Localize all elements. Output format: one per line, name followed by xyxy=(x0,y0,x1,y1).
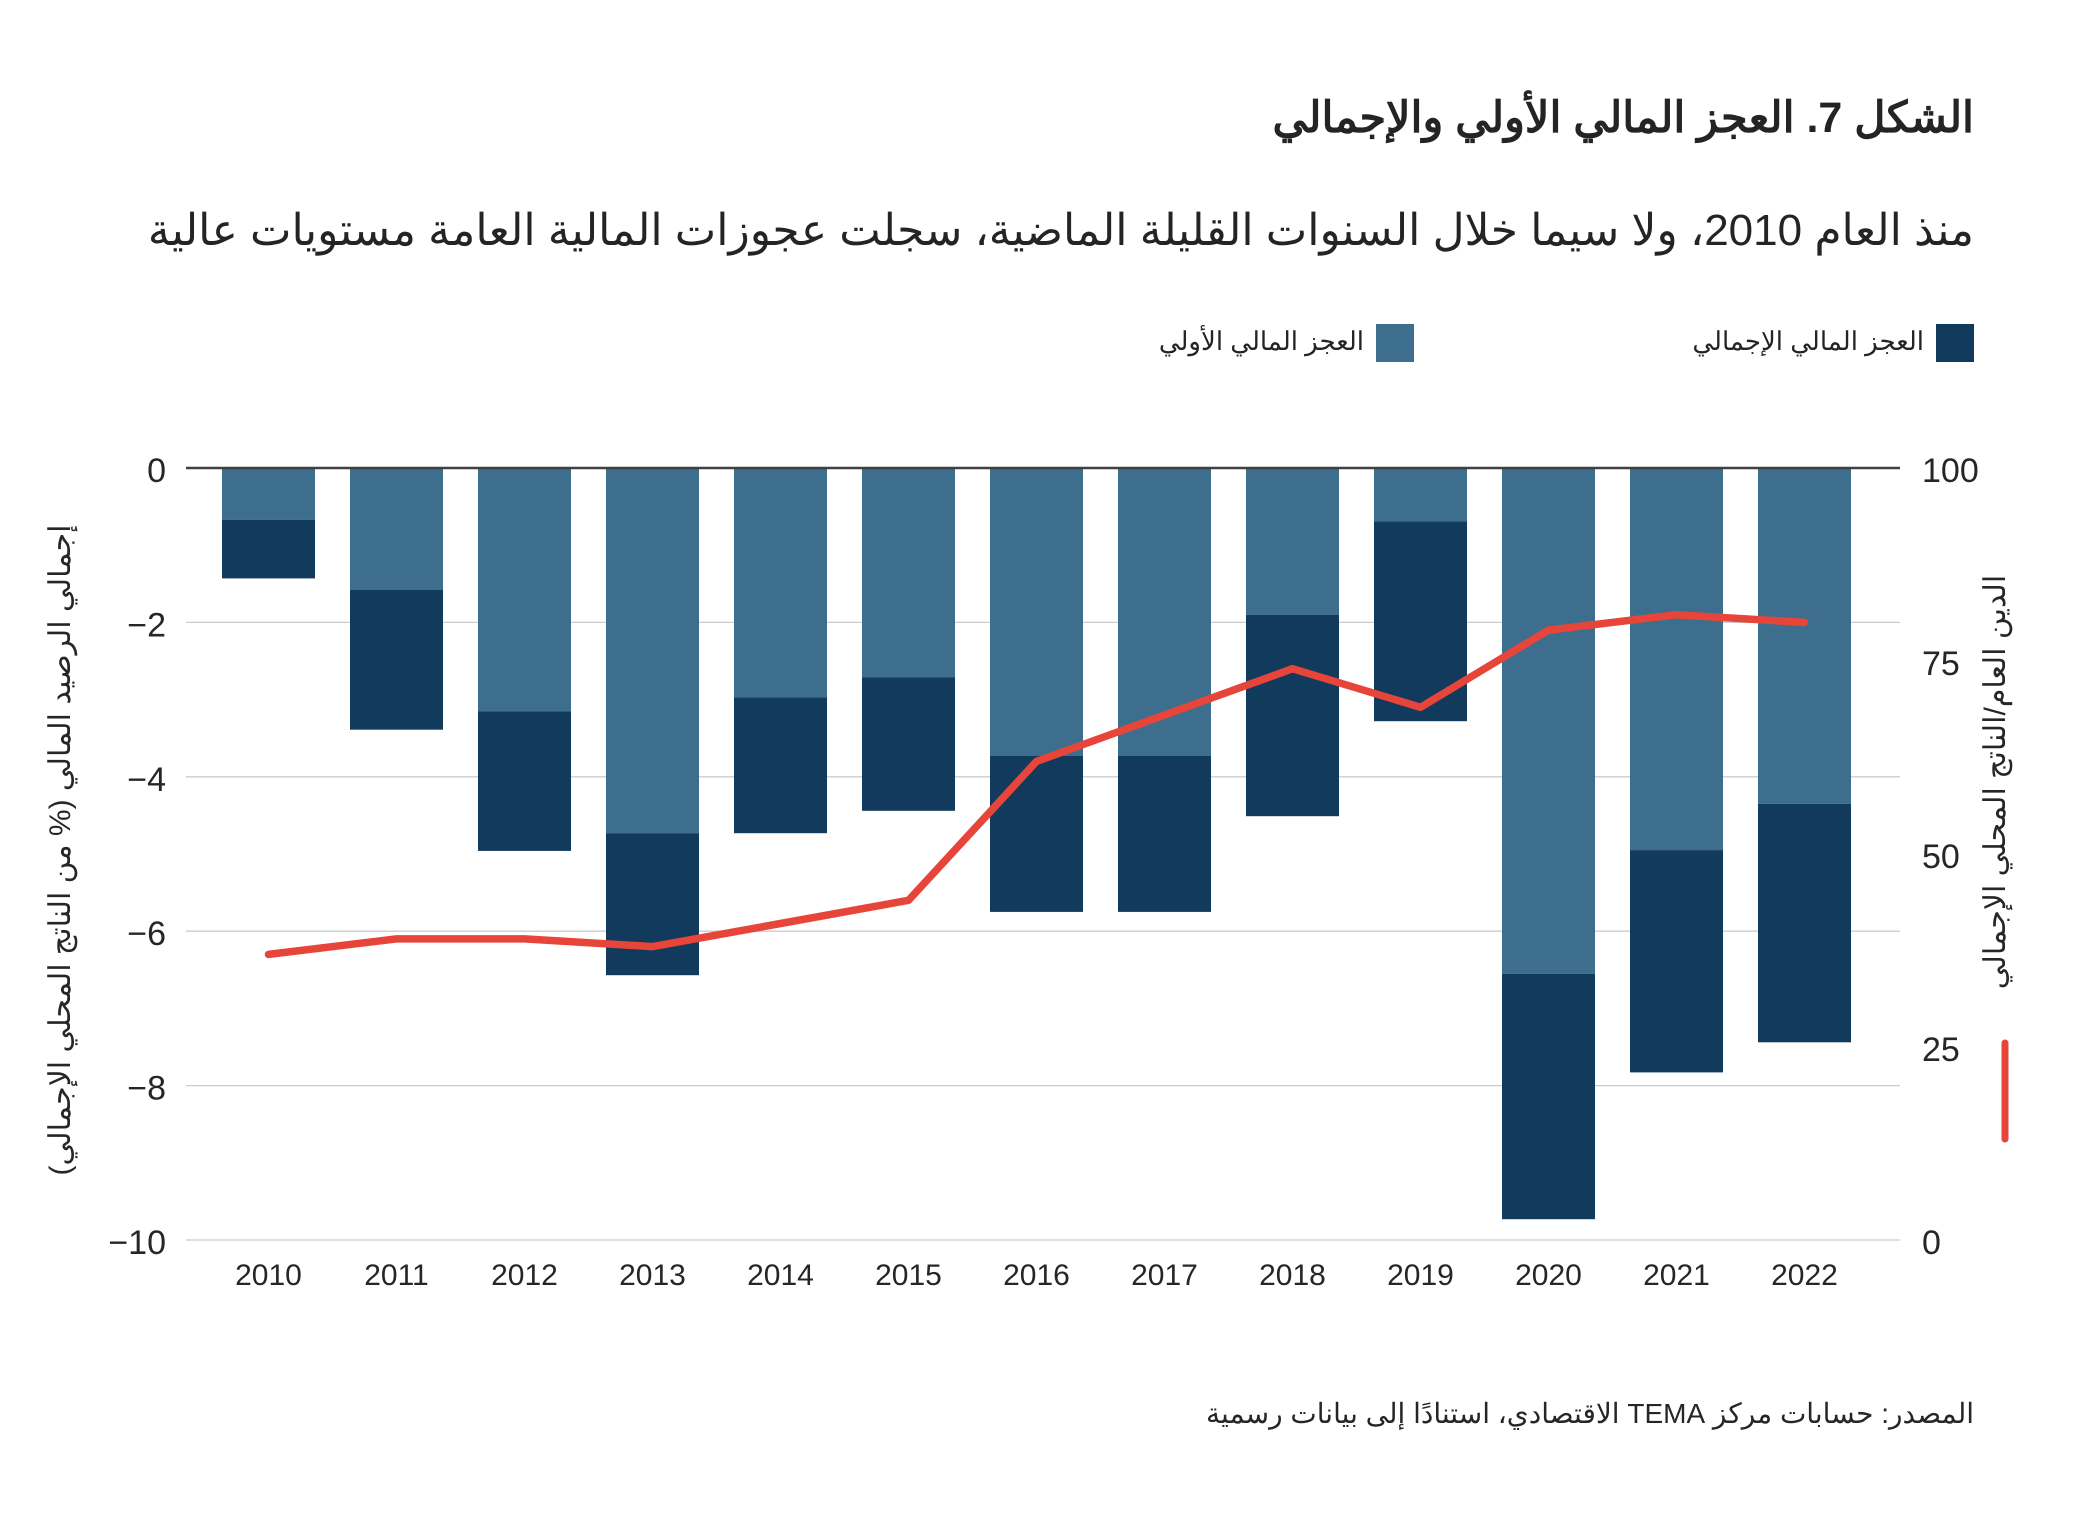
svg-text:2018: 2018 xyxy=(1259,1259,1326,1292)
svg-text:75: 75 xyxy=(1922,645,1960,683)
svg-text:2016: 2016 xyxy=(1003,1259,1070,1292)
svg-text:50: 50 xyxy=(1922,838,1960,876)
svg-text:2021: 2021 xyxy=(1643,1259,1710,1292)
svg-text:2013: 2013 xyxy=(619,1259,686,1292)
svg-text:−4: −4 xyxy=(127,761,166,799)
svg-text:2017: 2017 xyxy=(1131,1259,1198,1292)
svg-text:إجمالي الرصيد المالي (% من الن: إجمالي الرصيد المالي (% من الناتج المحلي… xyxy=(44,525,78,1176)
svg-text:2011: 2011 xyxy=(364,1259,429,1292)
svg-text:−8: −8 xyxy=(127,1070,166,1108)
svg-text:0: 0 xyxy=(1922,1224,1941,1262)
svg-text:−2: −2 xyxy=(127,606,166,644)
svg-text:2019: 2019 xyxy=(1387,1259,1454,1292)
svg-text:2014: 2014 xyxy=(747,1259,814,1292)
svg-text:−10: −10 xyxy=(108,1224,166,1262)
svg-text:2010: 2010 xyxy=(235,1259,302,1292)
svg-text:الدين العام/الناتج المحلي الإج: الدين العام/الناتج المحلي الإجمالي xyxy=(1979,575,2013,990)
svg-text:2020: 2020 xyxy=(1515,1259,1582,1292)
svg-text:2022: 2022 xyxy=(1771,1259,1838,1292)
svg-text:2015: 2015 xyxy=(875,1259,942,1292)
svg-text:0: 0 xyxy=(147,452,166,490)
svg-text:−6: −6 xyxy=(127,915,166,953)
svg-text:25: 25 xyxy=(1922,1031,1960,1069)
svg-text:100: 100 xyxy=(1922,452,1979,490)
svg-text:2012: 2012 xyxy=(491,1259,558,1292)
